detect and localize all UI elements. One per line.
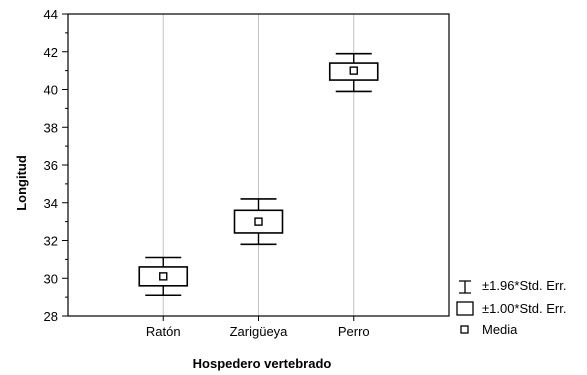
grid-lines bbox=[162, 14, 355, 316]
box-group bbox=[138, 256, 189, 297]
legend: ±1.96*Std. Err. ±1.00*Std. Err. Media bbox=[456, 278, 566, 337]
x-axis-title: Hospedero vertebrado bbox=[193, 356, 332, 371]
y-tick-label: 28 bbox=[44, 309, 58, 324]
box-group bbox=[233, 198, 284, 246]
y-axis: 28 30 32 34 36 38 40 42 44 bbox=[44, 7, 68, 324]
legend-item-whisker: ±1.96*Std. Err. bbox=[459, 278, 566, 294]
y-tick-label: 30 bbox=[44, 271, 58, 286]
legend-label-box: ±1.00*Std. Err. bbox=[482, 301, 566, 316]
box-group bbox=[328, 52, 379, 93]
box-marks bbox=[138, 52, 379, 297]
y-axis-title: Longitud bbox=[14, 155, 29, 211]
x-tick-label: Ratón bbox=[146, 324, 181, 339]
mean-legend-icon bbox=[460, 325, 469, 334]
y-tick-label: 42 bbox=[44, 45, 58, 60]
mean-marker bbox=[254, 217, 263, 226]
x-tick-label: Perro bbox=[338, 324, 370, 339]
y-tick-label: 40 bbox=[44, 83, 58, 98]
legend-label-mean: Media bbox=[482, 322, 518, 337]
x-axis: Ratón Zarigüeya Perro bbox=[146, 316, 370, 339]
y-tick-label: 44 bbox=[44, 7, 58, 22]
y-tick-label: 32 bbox=[44, 234, 58, 249]
whisker-legend-icon bbox=[459, 280, 471, 294]
x-tick-label: Zarigüeya bbox=[230, 324, 289, 339]
mean-marker bbox=[159, 272, 168, 281]
legend-item-mean: Media bbox=[460, 322, 518, 337]
legend-item-box: ±1.00*Std. Err. bbox=[456, 301, 566, 316]
box-legend-icon bbox=[456, 301, 474, 316]
y-tick-label: 34 bbox=[44, 196, 58, 211]
mean-marker bbox=[349, 66, 358, 75]
y-tick-label: 36 bbox=[44, 158, 58, 173]
y-tick-label: 38 bbox=[44, 120, 58, 135]
legend-label-whisker: ±1.96*Std. Err. bbox=[482, 278, 566, 293]
